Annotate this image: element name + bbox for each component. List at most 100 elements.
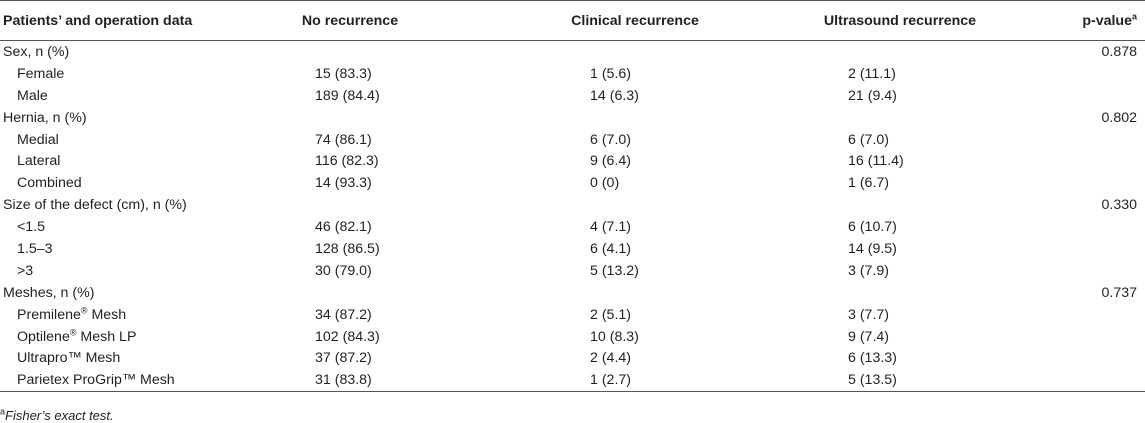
ultrasound-recurrence-cell: 3 (7.9) — [848, 262, 890, 279]
clinical-recurrence-cell: 1 (2.7) — [590, 372, 632, 389]
results-table: Patients’ and operation data No recurrenc… — [0, 0, 1145, 393]
row-label: >3 — [17, 263, 33, 279]
row-label: Male — [17, 88, 48, 104]
no-recurrence-cell: 37 (87.2) — [315, 350, 372, 367]
table-row: 1.5–3 128 (86.5) 6 (4.1) 14 (9.5) — [0, 238, 1145, 260]
row-cells: Optilene® Mesh LP 102 (84.3) 10 (8.3) 9 (7.… — [0, 326, 1145, 348]
no-recurrence-cell: 15 (83.3) — [315, 65, 372, 82]
table-body: Sex, n (%) 0.878 Female 15 (83.3) 1 (5.6) 2 (… — [0, 41, 1145, 393]
no-recurrence-cell: 116 (82.3) — [315, 153, 379, 170]
row-label: Premilene® Mesh — [17, 304, 127, 323]
row-label: Medial — [17, 132, 59, 148]
table-row: Ultrapro™ Mesh 37 (87.2) 2 (4.4) 6 (13.3) — [0, 347, 1145, 369]
row-label-text: Combined — [17, 175, 82, 192]
ultrasound-recurrence-cell: 6 (7.0) — [848, 131, 890, 148]
row-label-text: Male — [17, 87, 48, 104]
clinical-recurrence-cell: 14 (6.3) — [590, 87, 639, 104]
p-value-cell: 0.802 — [1101, 109, 1137, 126]
row-cells: Sex, n (%) 0.878 — [0, 41, 1145, 63]
header-cell-group: Patients’ and operation data No recurrenc… — [0, 0, 1145, 41]
row-label-text: Optilene — [17, 328, 70, 345]
row-label-text: Parietex ProGrip™ Mesh — [17, 372, 175, 389]
table-row: Lateral 116 (82.3) 9 (6.4) 16 (11.4) — [0, 150, 1145, 172]
header-ultrasound-recurrence-text: Ultrasound recurrence — [823, 12, 977, 29]
row-cells: Female 15 (83.3) 1 (5.6) 2 (11.1) — [0, 63, 1145, 85]
row-cells: Lateral 116 (82.3) 9 (6.4) 16 (11.4) — [0, 150, 1145, 172]
clinical-recurrence-cell: 1 (5.6) — [590, 65, 632, 82]
registered-mark: ® — [80, 304, 88, 315]
row-cells: Parietex ProGrip™ Mesh 31 (83.8) 1 (2.7) 5 … — [0, 369, 1145, 393]
ultrasound-recurrence-cell: 14 (9.5) — [848, 240, 897, 257]
ultrasound-recurrence-cell: 1 (6.7) — [848, 175, 890, 192]
header-row: Patients’ and operation data No recurrenc… — [0, 0, 1145, 41]
header-ultrasound-recurrence: Ultrasound recurrence — [790, 13, 1010, 29]
ultrasound-recurrence-cell: 6 (13.3) — [848, 350, 897, 367]
no-recurrence-cell: 14 (93.3) — [315, 175, 372, 192]
header-p-value: p-valuea — [1017, 10, 1137, 29]
row-cells: Size of the defect (cm), n (%) 0.330 — [0, 194, 1145, 216]
header-no-recurrence: No recurrence — [250, 13, 450, 29]
row-label: Optilene® Mesh LP — [17, 326, 137, 345]
group-row: Sex, n (%) 0.878 — [0, 41, 1145, 63]
header-patients-data: Patients’ and operation data — [3, 13, 303, 29]
row-label: Female — [17, 66, 64, 82]
p-value-cell: 0.737 — [1101, 284, 1137, 301]
header-no-recurrence-text: No recurrence — [301, 12, 399, 29]
registered-mark: ® — [69, 326, 77, 337]
group-label: Size of the defect (cm), n (%) — [3, 197, 187, 214]
ultrasound-recurrence-cell: 2 (11.1) — [848, 65, 896, 82]
group-label: Meshes, n (%) — [3, 284, 95, 301]
group-label: Sex, n (%) — [3, 43, 70, 60]
row-cells: Combined 14 (93.3) 0 (0) 1 (6.7) — [0, 172, 1145, 194]
header-clinical-recurrence: Clinical recurrence — [525, 13, 745, 29]
clinical-recurrence-cell: 6 (7.0) — [590, 131, 632, 148]
row-label: Ultrapro™ Mesh — [17, 350, 120, 366]
row-label-text: >3 — [17, 262, 34, 279]
footnote-text: Fisher’s exact test. — [5, 408, 114, 423]
row-cells: >3 30 (79.0) 5 (13.2) 3 (7.9) — [0, 260, 1145, 282]
table-row: Premilene® Mesh 34 (87.2) 2 (5.1) 3 (7.7) — [0, 304, 1145, 326]
clinical-recurrence-cell: 9 (6.4) — [590, 153, 632, 170]
row-label: Combined — [17, 175, 82, 191]
row-cells: Male 189 (84.4) 14 (6.3) 21 (9.4) — [0, 85, 1145, 107]
no-recurrence-cell: 128 (86.5) — [315, 240, 380, 257]
group-row: Size of the defect (cm), n (%) 0.330 — [0, 194, 1145, 216]
table-row: Male 189 (84.4) 14 (6.3) 21 (9.4) — [0, 85, 1145, 107]
row-label-text: Ultrapro™ Mesh — [17, 350, 121, 367]
row-label-rest: Mesh — [87, 306, 127, 323]
no-recurrence-cell: 31 (83.8) — [315, 372, 372, 389]
row-label: Lateral — [17, 153, 60, 169]
table-row: Medial 74 (86.1) 6 (7.0) 6 (7.0) — [0, 129, 1145, 151]
row-label-text: <1.5 — [17, 219, 46, 236]
clinical-recurrence-cell: 6 (4.1) — [590, 240, 632, 257]
header-p-value-text: p-value — [1082, 12, 1132, 29]
group-label: Hernia, n (%) — [3, 109, 87, 126]
no-recurrence-cell: 189 (84.4) — [315, 87, 380, 104]
no-recurrence-cell: 46 (82.1) — [315, 219, 372, 236]
row-label-rest: Mesh LP — [76, 328, 137, 345]
header-clinical-recurrence-text: Clinical recurrence — [571, 12, 699, 29]
ultrasound-recurrence-cell: 3 (7.7) — [848, 306, 890, 323]
ultrasound-recurrence-cell: 21 (9.4) — [848, 87, 897, 104]
group-row: Hernia, n (%) 0.802 — [0, 107, 1145, 129]
group-row: Meshes, n (%) 0.737 — [0, 282, 1145, 304]
clinical-recurrence-cell: 2 (4.4) — [590, 350, 632, 367]
row-cells: Meshes, n (%) 0.737 — [0, 282, 1145, 304]
row-cells: Hernia, n (%) 0.802 — [0, 107, 1145, 129]
ultrasound-recurrence-cell: 16 (11.4) — [848, 153, 904, 170]
p-value-footnote-marker: a — [1131, 10, 1137, 21]
table-row: Parietex ProGrip™ Mesh 31 (83.8) 1 (2.7) 5 … — [0, 369, 1145, 393]
row-label-text: Premilene — [17, 306, 81, 323]
ultrasound-recurrence-cell: 6 (10.7) — [848, 219, 897, 236]
row-cells: Ultrapro™ Mesh 37 (87.2) 2 (4.4) 6 (13.3) — [0, 347, 1145, 369]
ultrasound-recurrence-cell: 5 (13.5) — [848, 372, 897, 389]
footnote-marker: a — [0, 406, 6, 417]
row-cells: Premilene® Mesh 34 (87.2) 2 (5.1) 3 (7.7) — [0, 304, 1145, 326]
row-label: Parietex ProGrip™ Mesh — [17, 372, 175, 388]
header-patients-data-text: Patients’ and operation data — [3, 12, 193, 29]
table-header: Patients’ and operation data No recurrenc… — [0, 0, 1145, 41]
no-recurrence-cell: 74 (86.1) — [315, 131, 372, 148]
row-cells: <1.5 46 (82.1) 4 (7.1) 6 (10.7) — [0, 216, 1145, 238]
row-label-text: Medial — [17, 131, 59, 148]
